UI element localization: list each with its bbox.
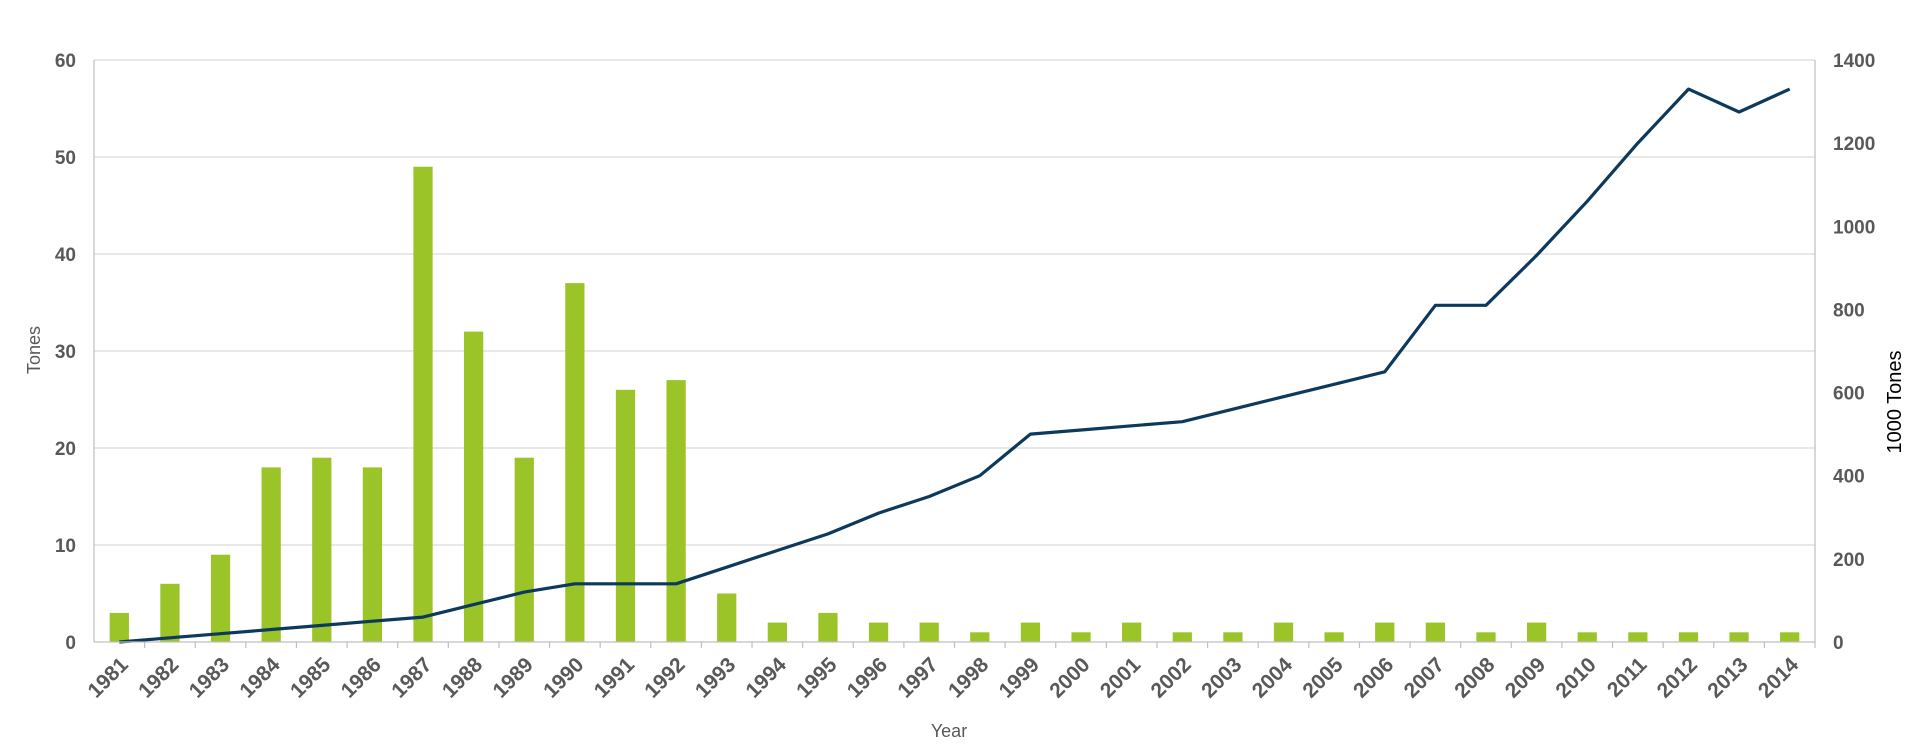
x-tick-label: 1991	[590, 653, 640, 703]
bar	[160, 583, 180, 642]
bar	[1678, 632, 1699, 642]
bar	[717, 593, 737, 642]
y-right-tick-label: 1400	[1833, 51, 1875, 72]
bar	[261, 467, 281, 642]
gridlines	[94, 59, 1815, 546]
y-right-tick-label: 800	[1833, 300, 1865, 321]
bar	[514, 457, 534, 642]
x-tick-label: 1994	[742, 653, 792, 703]
x-tick-label: 2000	[1045, 653, 1094, 702]
x-tick-label: 1986	[337, 653, 386, 702]
bar	[1375, 622, 1395, 642]
x-tick-label: 1998	[944, 653, 994, 703]
x-tick-label: 1995	[792, 653, 842, 703]
x-tick-label: 1981	[84, 653, 134, 703]
x-tick-label: 2008	[1450, 653, 1500, 703]
y-right-tick-label: 1000	[1833, 217, 1875, 238]
y-right-tick-label: 0	[1833, 633, 1844, 654]
x-tick-label: 2005	[1298, 653, 1348, 703]
y-left-tick-label: 30	[55, 342, 76, 363]
x-tick-label: 2009	[1501, 653, 1550, 702]
y-right-tick-label: 600	[1833, 384, 1865, 405]
x-tick-label: 1989	[488, 653, 537, 702]
y-left-tick-label: 10	[55, 536, 76, 557]
bar	[970, 632, 990, 642]
bar	[666, 380, 686, 642]
x-tick-label: 1988	[438, 653, 488, 703]
x-tick-label: 1983	[185, 653, 234, 702]
y-left-tick-label: 20	[55, 439, 76, 460]
y-axis-left-title: Tones	[24, 326, 44, 374]
bar	[210, 554, 231, 642]
bar	[1071, 632, 1091, 642]
bar	[1577, 632, 1597, 642]
y-left-tick-label: 60	[55, 51, 76, 72]
x-tick-label: 1982	[134, 653, 183, 702]
y-left-tick-label: 0	[65, 633, 76, 654]
y-left-tick-label: 50	[55, 148, 76, 169]
bar	[1223, 632, 1243, 642]
x-tick-label: 1997	[893, 653, 942, 702]
bar	[1273, 622, 1294, 642]
x-tick-label: 1993	[691, 653, 740, 702]
y-right-tick-label: 1200	[1833, 134, 1875, 155]
x-tick-label: 2014	[1754, 653, 1804, 703]
bar	[312, 457, 332, 642]
bar	[1628, 632, 1648, 642]
series-line	[119, 87, 1791, 644]
bar	[1425, 622, 1445, 642]
bar	[464, 331, 484, 642]
bar	[1324, 632, 1344, 642]
x-tick-label: 1999	[995, 653, 1044, 702]
x-tick-label: 2004	[1248, 653, 1298, 703]
bar	[565, 283, 585, 642]
line-series	[119, 87, 1791, 644]
bar-series	[109, 166, 1800, 642]
x-tick-label: 2010	[1551, 653, 1600, 702]
bar	[615, 389, 636, 642]
x-tick-label: 2007	[1400, 653, 1449, 702]
x-tick-label: 1987	[387, 653, 436, 702]
x-tick-label: 2003	[1197, 653, 1246, 702]
x-tick-label: 1985	[286, 653, 336, 703]
x-axis-title: Year	[931, 721, 967, 741]
bar	[1729, 632, 1749, 642]
bar	[1780, 632, 1800, 642]
bar	[868, 622, 889, 642]
x-tick-label: 1984	[235, 653, 285, 703]
x-tick-label: 1996	[843, 653, 892, 702]
bar	[919, 622, 939, 642]
bar	[818, 612, 838, 642]
bar	[1526, 622, 1547, 642]
bar	[1172, 632, 1192, 642]
x-tick-label: 1992	[640, 653, 689, 702]
x-tick-label: 2002	[1147, 653, 1196, 702]
x-tick-label: 2012	[1653, 653, 1702, 702]
bar	[109, 612, 129, 642]
bar	[1476, 632, 1496, 642]
bar	[767, 622, 787, 642]
y-right-tick-label: 200	[1833, 550, 1865, 571]
x-tick-label: 2013	[1703, 653, 1752, 702]
y-right-tick-label: 400	[1833, 467, 1865, 488]
y-axis-right-title: 1000 Tones	[1884, 350, 1906, 453]
y-left-tick-label: 40	[55, 245, 76, 266]
x-tick-label: 2006	[1349, 653, 1398, 702]
x-tick-label: 2011	[1603, 653, 1652, 702]
x-tick-label: 2001	[1096, 653, 1146, 703]
bar	[1020, 622, 1041, 642]
bar	[362, 467, 383, 642]
bar	[413, 166, 433, 642]
x-tick-label: 1990	[539, 653, 588, 702]
bar	[1122, 622, 1142, 642]
